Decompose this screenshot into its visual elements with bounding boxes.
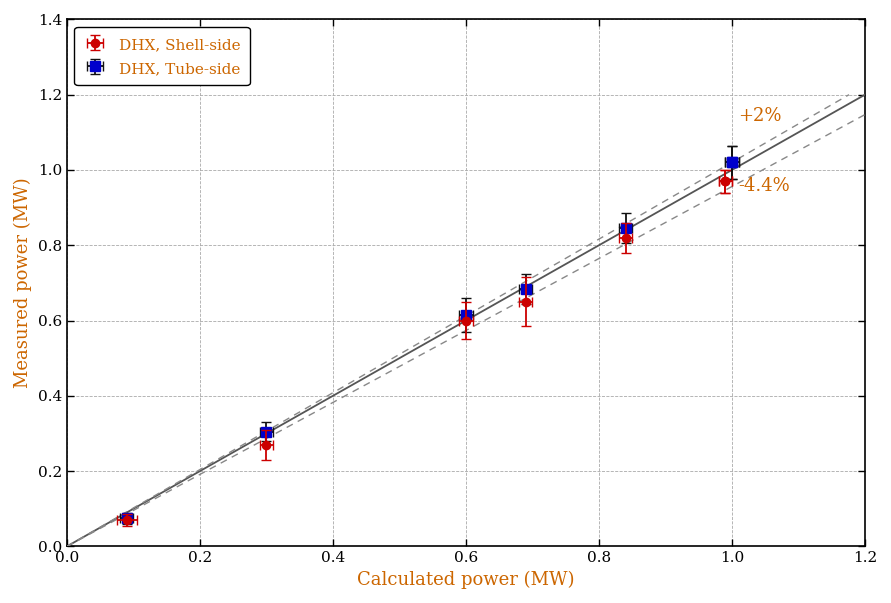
Y-axis label: Measured power (MW): Measured power (MW): [14, 178, 32, 388]
X-axis label: Calculated power (MW): Calculated power (MW): [357, 571, 575, 589]
Text: +2%: +2%: [739, 107, 782, 125]
Text: -4.4%: -4.4%: [739, 177, 790, 195]
Legend: DHX, Shell-side, DHX, Tube-side: DHX, Shell-side, DHX, Tube-side: [75, 27, 249, 85]
